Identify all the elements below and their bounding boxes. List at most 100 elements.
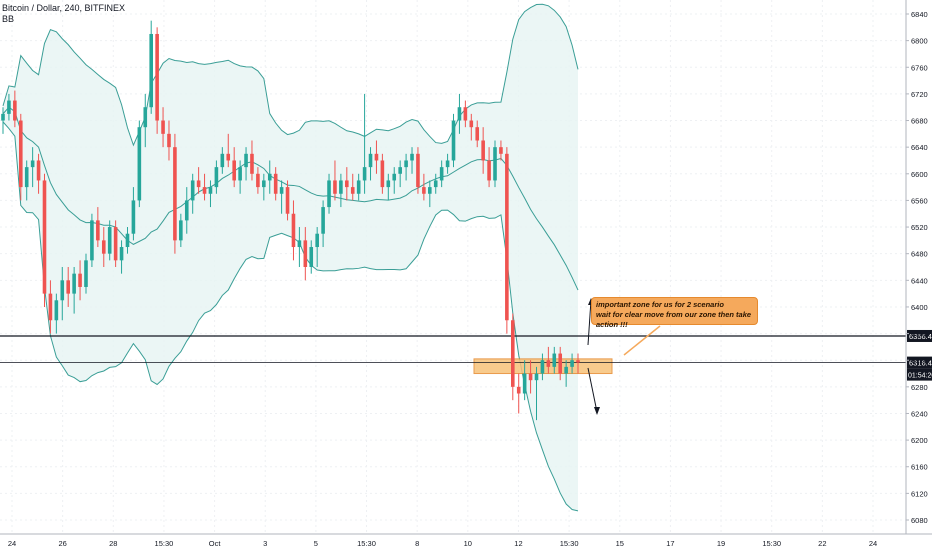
candle-body	[528, 373, 533, 381]
candle-body	[36, 160, 41, 181]
time-tick-label: 5	[314, 539, 318, 548]
price-tick-label: 6360	[911, 330, 928, 339]
price-tick-label: 6520	[911, 223, 928, 232]
candle-body	[232, 160, 236, 181]
candle-body	[522, 373, 527, 394]
candle-body	[78, 273, 82, 287]
candle-body	[540, 360, 545, 374]
candle-body	[18, 120, 23, 188]
annotation-callout[interactable]: important zone for us for 2 scenario wai…	[591, 297, 758, 329]
candle-body	[107, 227, 112, 254]
time-tick-label: 3	[263, 539, 267, 548]
candle-body	[404, 160, 408, 168]
time-tick-label: 22	[818, 539, 826, 548]
candle-body	[256, 173, 260, 188]
candle-body	[7, 100, 11, 114]
bb-lower-line	[2, 121, 579, 512]
callout-pointer	[623, 325, 661, 356]
candle-body	[273, 173, 278, 194]
candle-body	[13, 100, 17, 121]
candle-body	[362, 167, 367, 181]
time-tick-label: 17	[666, 539, 674, 548]
candle-body	[552, 353, 557, 367]
price-tick-label: 6600	[911, 170, 928, 179]
candle-body	[214, 167, 219, 188]
price-tick-label: 6240	[911, 409, 928, 418]
candle-body	[380, 160, 385, 188]
price-tick-label: 6440	[911, 276, 928, 285]
candle-body	[398, 167, 402, 174]
candle-body	[315, 233, 319, 248]
time-tick-label: 24	[8, 539, 16, 548]
candle-body	[137, 127, 142, 201]
time-tick-label: 24	[869, 539, 877, 548]
bb-upper-line	[2, 3, 579, 147]
price-label-0: 6356.4	[909, 332, 932, 341]
horizontal-lines: 6356.4 6316.4 01:54:20	[0, 329, 932, 381]
candle-body	[24, 167, 29, 188]
candle-body	[457, 107, 462, 121]
candle-body	[564, 366, 568, 374]
candle-body	[410, 153, 414, 161]
candle-body	[119, 247, 124, 261]
candle-body	[72, 273, 76, 294]
candle-body	[570, 360, 574, 367]
candle-body	[356, 180, 361, 194]
time-tick-label: 28	[109, 539, 117, 548]
candle-body	[244, 153, 248, 168]
candle-body	[125, 233, 130, 248]
bb-fill	[3, 4, 578, 511]
candle-body	[291, 213, 296, 248]
candle-body	[309, 247, 314, 267]
scenario-arrows	[587, 298, 661, 415]
candle-body	[433, 180, 438, 188]
indicator-label[interactable]: BB	[2, 14, 15, 24]
candle-body	[469, 120, 474, 128]
candle-body	[516, 386, 521, 394]
candle-body	[1, 113, 5, 121]
candle-body	[333, 180, 337, 194]
candle-body	[439, 167, 444, 181]
candle-body	[481, 140, 485, 161]
arrow-down-line	[587, 367, 598, 413]
candle-body	[445, 160, 450, 168]
annotation-line-1: important zone for us for 2 scenario	[596, 300, 724, 309]
candle-body	[48, 293, 53, 321]
time-tick-label: 8	[415, 539, 419, 548]
candle-body	[428, 187, 432, 194]
candle-body	[96, 220, 100, 241]
candle-body	[226, 153, 231, 161]
candle-body	[374, 153, 379, 161]
price-tick-label: 6080	[911, 516, 928, 525]
arrow-up-line	[587, 299, 592, 346]
bollinger-bands	[2, 3, 579, 512]
chart-legend: Bitcoin / Dollar, 240, BITFINEX BB	[2, 3, 125, 25]
candle-body	[546, 360, 551, 367]
candle-body	[422, 187, 426, 194]
candle-body	[279, 187, 284, 194]
candle-body	[143, 107, 148, 128]
symbol-title[interactable]: Bitcoin / Dollar, 240, BITFINEX	[2, 3, 126, 13]
price-tick-label: 6800	[911, 37, 928, 46]
candle-body	[451, 120, 456, 161]
candle-body	[84, 260, 88, 287]
price-tick-label: 6400	[911, 303, 928, 312]
candle-body	[202, 187, 207, 194]
price-label-1: 6316.4	[909, 359, 932, 368]
price-tick-label: 6840	[911, 10, 928, 19]
candle-body	[196, 180, 201, 188]
candle-body	[505, 153, 509, 321]
candle-body	[493, 147, 497, 181]
candle-body	[558, 353, 563, 374]
candle-body	[368, 153, 373, 168]
price-tick-label: 6280	[911, 383, 928, 392]
candle-body	[350, 187, 355, 194]
candles	[1, 20, 580, 421]
candle-body	[576, 360, 580, 363]
candle-body	[262, 180, 266, 188]
time-tick-label: 15:30	[155, 539, 174, 548]
candle-body	[173, 147, 177, 241]
candle-body	[90, 220, 94, 261]
